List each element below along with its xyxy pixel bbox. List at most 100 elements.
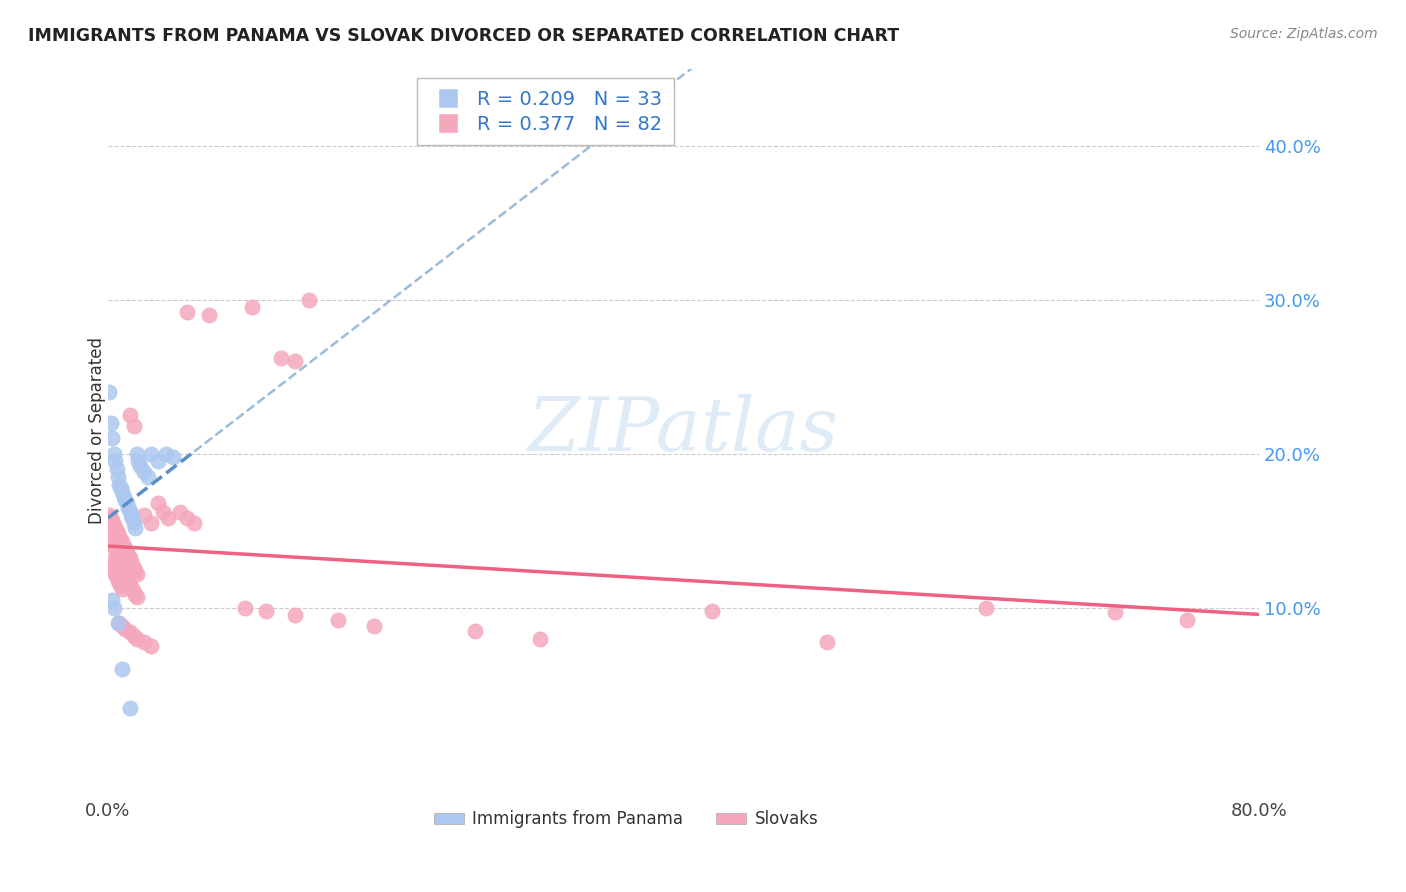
- Point: [124, 589, 146, 603]
- Point: [115, 573, 138, 587]
- Point: [122, 560, 145, 574]
- Point: [111, 536, 134, 550]
- Point: [183, 516, 205, 530]
- Point: [107, 470, 129, 484]
- Point: [105, 524, 128, 538]
- Point: [124, 521, 146, 535]
- Point: [107, 573, 129, 587]
- Point: [122, 516, 145, 530]
- Point: [104, 521, 127, 535]
- Point: [815, 634, 838, 648]
- Point: [124, 564, 146, 578]
- Point: [1175, 613, 1198, 627]
- Point: [1104, 606, 1126, 620]
- Point: [115, 496, 138, 510]
- Y-axis label: Divorced or Separated: Divorced or Separated: [89, 337, 105, 524]
- Point: [114, 492, 136, 507]
- Point: [132, 508, 155, 523]
- Point: [100, 558, 122, 572]
- Point: [128, 458, 150, 473]
- Point: [110, 481, 132, 495]
- Point: [464, 624, 486, 638]
- Point: [233, 600, 256, 615]
- Point: [111, 582, 134, 597]
- Point: [110, 579, 132, 593]
- Point: [101, 593, 124, 607]
- Point: [120, 555, 142, 569]
- Point: [117, 500, 139, 515]
- Point: [117, 576, 139, 591]
- Point: [118, 625, 141, 640]
- Point: [121, 582, 143, 597]
- Point: [155, 447, 177, 461]
- Point: [148, 454, 170, 468]
- Point: [108, 477, 131, 491]
- Point: [98, 385, 121, 400]
- Point: [127, 454, 149, 468]
- Point: [125, 447, 148, 461]
- Point: [529, 632, 551, 646]
- Point: [120, 508, 142, 523]
- Point: [114, 623, 136, 637]
- Point: [100, 532, 122, 546]
- Point: [98, 526, 121, 541]
- Point: [101, 515, 124, 529]
- Point: [298, 293, 321, 307]
- Point: [101, 431, 124, 445]
- Point: [974, 600, 997, 615]
- Point: [169, 505, 191, 519]
- Point: [122, 419, 145, 434]
- Point: [98, 508, 121, 523]
- Text: IMMIGRANTS FROM PANAMA VS SLOVAK DIVORCED OR SEPARATED CORRELATION CHART: IMMIGRANTS FROM PANAMA VS SLOVAK DIVORCE…: [28, 27, 900, 45]
- Point: [141, 640, 163, 654]
- Point: [107, 549, 129, 564]
- Point: [125, 590, 148, 604]
- Point: [162, 450, 184, 464]
- Point: [112, 566, 135, 580]
- Point: [114, 570, 136, 584]
- Point: [104, 542, 127, 557]
- Point: [112, 490, 135, 504]
- Point: [122, 585, 145, 599]
- Point: [132, 465, 155, 479]
- Point: [108, 530, 131, 544]
- Point: [110, 558, 132, 572]
- Point: [105, 570, 128, 584]
- Point: [240, 301, 263, 315]
- Point: [121, 511, 143, 525]
- Point: [118, 408, 141, 422]
- Point: [104, 566, 127, 581]
- Point: [107, 526, 129, 541]
- Point: [105, 462, 128, 476]
- Point: [103, 447, 125, 461]
- Point: [103, 564, 125, 578]
- Point: [98, 555, 121, 569]
- Point: [284, 608, 307, 623]
- Point: [136, 470, 159, 484]
- Point: [176, 511, 198, 525]
- Text: Source: ZipAtlas.com: Source: ZipAtlas.com: [1230, 27, 1378, 41]
- Point: [702, 604, 724, 618]
- Point: [103, 517, 125, 532]
- Point: [148, 496, 170, 510]
- Point: [254, 604, 277, 618]
- Point: [328, 613, 350, 627]
- Point: [103, 600, 125, 615]
- Point: [152, 505, 174, 519]
- Point: [114, 542, 136, 557]
- Point: [176, 305, 198, 319]
- Point: [132, 634, 155, 648]
- Point: [108, 555, 131, 569]
- Point: [270, 351, 292, 366]
- Point: [110, 533, 132, 547]
- Point: [118, 577, 141, 591]
- Text: ZIPatlas: ZIPatlas: [529, 394, 839, 467]
- Point: [104, 454, 127, 468]
- Point: [117, 549, 139, 563]
- Point: [284, 354, 307, 368]
- Point: [107, 616, 129, 631]
- Point: [120, 581, 142, 595]
- Point: [105, 547, 128, 561]
- Point: [118, 701, 141, 715]
- Point: [118, 551, 141, 566]
